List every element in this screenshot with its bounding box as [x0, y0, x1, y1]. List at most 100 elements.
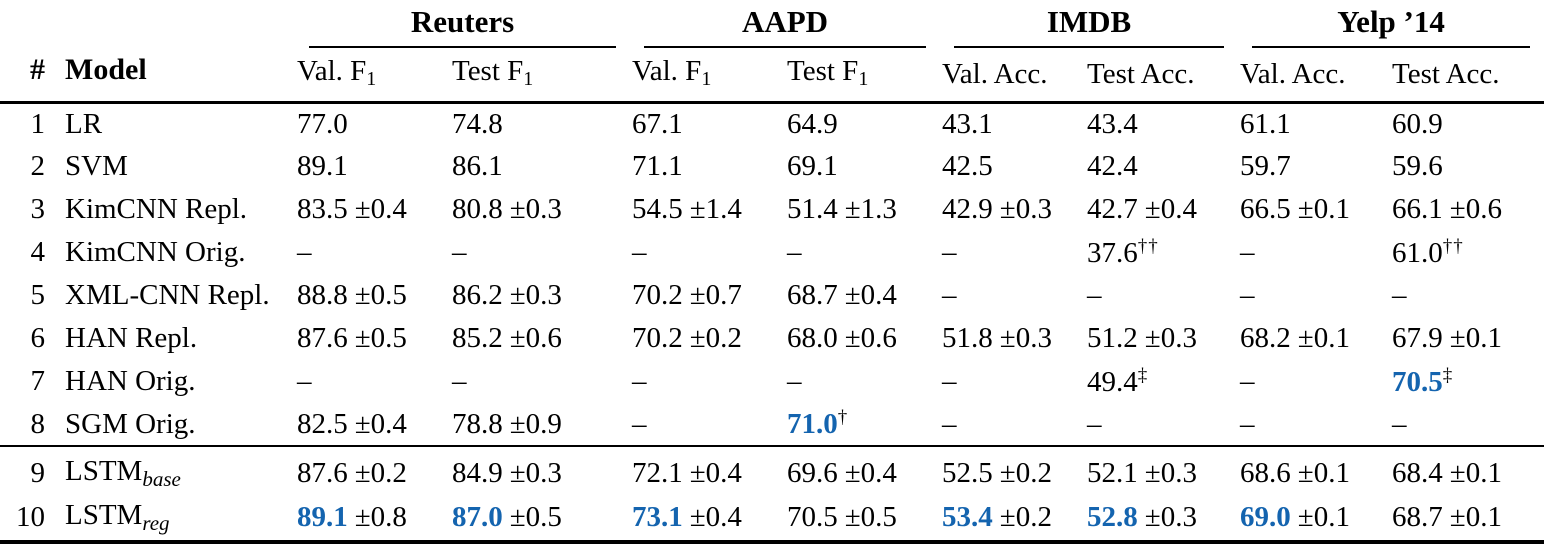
metric-cell: 61.1 [1238, 102, 1390, 145]
metric-cell: 42.7 ±0.4 [1085, 188, 1238, 231]
table-row-2: 2 SVM 89.1 86.1 71.1 69.1 42.5 42.4 59.7 59.6 [0, 145, 1544, 188]
model-name: LSTMreg [65, 498, 170, 535]
metric-value: 43.1 [942, 107, 993, 140]
metric-value: – [1240, 279, 1255, 311]
footnote-marker: ‡ [1137, 364, 1149, 386]
metric-cell: 77.0 [295, 102, 450, 145]
metric-value-best: 53.4 [942, 500, 993, 533]
metric-cell: 71.0† [785, 403, 940, 446]
metric-value: 43.4 [1087, 107, 1138, 140]
table-row-4: 4 KimCNN Orig. – – – – –37.6†† –61.0†† [0, 231, 1544, 274]
metric-cell: 70.5‡ [1390, 360, 1544, 403]
metric-cell: 43.1 [940, 102, 1085, 145]
metric-col-header-reuters-val-f1: Val. F1 [297, 54, 377, 90]
table-row-3: 3 KimCNN Repl. 83.5 ±0.4 80.8 ±0.3 54.5 ±1.4 51.… [0, 188, 1544, 231]
metric-value: 80.8 [452, 193, 503, 225]
std-dev: ±0.4 [354, 193, 407, 225]
metric-cell: 51.4 ±1.3 [785, 188, 940, 231]
metric-cell: 73.1 ±0.4 [630, 494, 785, 542]
metric-value: 87.6 [297, 322, 348, 354]
dataset-group-header-imdb: IMDB [940, 0, 1238, 48]
metric-cell: 69.1 [785, 145, 940, 188]
metric-cell: 84.9 ±0.3 [450, 445, 631, 494]
metric-value: 78.8 [452, 407, 503, 440]
std-dev: ±0.2 [354, 456, 407, 489]
footnote-marker: †† [1442, 235, 1464, 257]
table-row-5: 5 XML-CNN Repl. 88.8 ±0.5 86.2 ±0.3 70.2 ±0.7 68… [0, 274, 1544, 317]
metric-value: 68.0 [787, 322, 838, 354]
subscript: 1 [858, 67, 869, 90]
metric-cell: 59.7 [1238, 145, 1390, 188]
std-dev: ±0.3 [509, 193, 562, 225]
metric-cell: 68.6 ±0.1 [1238, 445, 1391, 494]
metric-cell: – [1085, 403, 1238, 446]
std-dev: ±0.1 [1297, 456, 1350, 489]
metric-cell: 43.4 [1085, 102, 1238, 145]
metric-cell: 88.8 ±0.5 [295, 274, 450, 317]
metric-cell: – [1390, 403, 1544, 446]
metric-cell: 68.2 ±0.1 [1238, 317, 1390, 360]
metric-value: 52.5 [942, 456, 993, 489]
metric-value: – [1392, 407, 1407, 440]
metric-cell: 74.8 [450, 102, 630, 145]
metric-value: 42.7 [1087, 193, 1138, 225]
metric-cell: – [630, 403, 785, 446]
metric-value: – [632, 365, 647, 397]
metric-value-best: 71.0 [787, 408, 838, 440]
metric-value: – [1087, 279, 1102, 311]
dataset-header-row: # Model Reuters AAPD IMDB Yelp ’14 [0, 0, 1544, 86]
metric-value: 74.8 [452, 107, 503, 140]
metric-cell: 87.6 ±0.2 [295, 445, 450, 494]
metric-value: 77.0 [297, 107, 348, 140]
metric-value: 67.9 [1392, 322, 1443, 354]
subscript: 1 [366, 67, 377, 90]
metric-value: – [787, 365, 802, 397]
metric-value: 70.2 [632, 322, 683, 354]
metric-col-header-aapd-test-f1: Test F1 [787, 54, 869, 90]
metric-value: – [942, 279, 957, 311]
metric-value: 86.2 [452, 279, 503, 311]
std-dev: ±0.1 [1449, 456, 1502, 489]
std-dev: ±0.6 [1449, 193, 1502, 225]
row-number: 8 [30, 407, 46, 440]
row-number: 9 [0, 445, 50, 494]
std-dev: ±0.4 [844, 456, 897, 489]
model-name: HAN Repl. [65, 322, 198, 354]
metric-cell: 68.7 ±0.4 [785, 274, 940, 317]
metric-cell: 51.8 ±0.3 [940, 317, 1085, 360]
metric-cell: 60.9 [1390, 102, 1544, 145]
metric-value: – [1087, 407, 1102, 440]
metric-cell: 89.1 ±0.8 [295, 494, 450, 542]
metric-cell: 70.5 ±0.5 [785, 494, 940, 542]
std-dev: ±0.4 [689, 456, 742, 489]
metric-col-header-reuters-test-f1: Test F1 [452, 54, 534, 90]
std-dev: ±1.3 [844, 193, 897, 225]
model-name: HAN Orig. [65, 365, 196, 397]
dataset-group-label: Reuters [309, 4, 617, 48]
metric-value: – [1240, 236, 1255, 268]
row-number: 2 [30, 150, 46, 182]
metric-cell: 64.9 [785, 102, 940, 145]
metric-cell: 49.4‡ [1085, 360, 1238, 403]
metric-value: 69.1 [787, 150, 838, 182]
metric-value: 51.8 [942, 322, 993, 354]
metric-value: 54.5 [632, 193, 683, 225]
metric-cell: 87.0 ±0.5 [450, 494, 630, 542]
dataset-group-label: IMDB [954, 4, 1225, 48]
metric-cell: 70.2 ±0.2 [630, 317, 785, 360]
metric-cell: 54.5 ±1.4 [630, 188, 785, 231]
metric-value: – [1240, 407, 1255, 440]
metric-cell: 42.5 [940, 145, 1085, 188]
metric-value: 69.6 [787, 456, 838, 489]
metric-value: – [1240, 365, 1255, 397]
std-dev: ±0.3 [999, 322, 1052, 354]
metric-cell: – [630, 231, 785, 274]
table-row-9: 9 LSTMbase 87.6 ±0.2 84.9 ±0.3 72.1 ±0.4 69.6 ±0.… [0, 445, 1544, 494]
metric-value: 66.1 [1392, 193, 1443, 225]
metric-value: – [1392, 279, 1407, 311]
std-dev: ±0.9 [509, 407, 562, 440]
std-dev: ±0.3 [1144, 500, 1197, 533]
metric-value: 59.7 [1240, 150, 1291, 182]
metric-value-best: 52.8 [1087, 500, 1138, 533]
footnote-marker: †† [1137, 235, 1159, 257]
